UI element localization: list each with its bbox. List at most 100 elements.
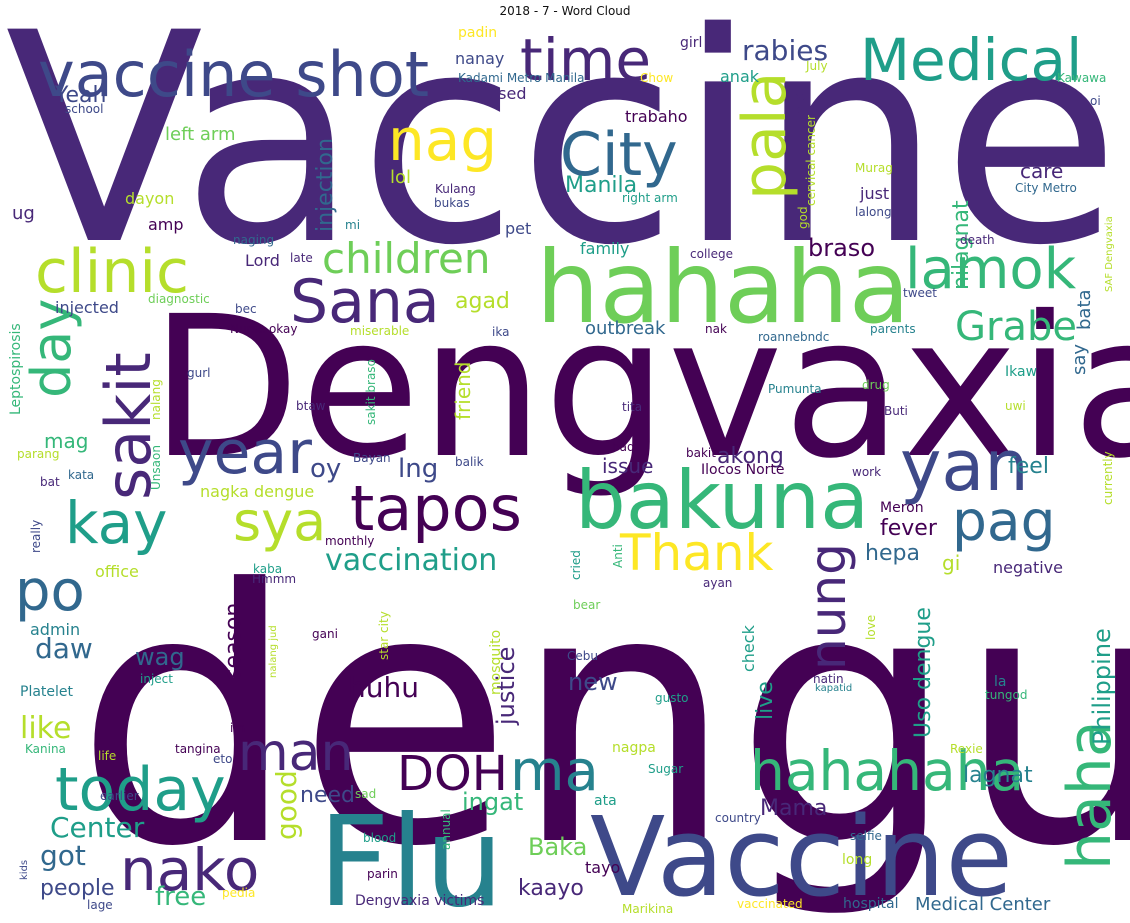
word-drug: drug	[862, 378, 890, 392]
word-city-metro: City Metro	[1015, 181, 1077, 195]
word-bukas: bukas	[434, 196, 470, 210]
word-lol: lol	[390, 167, 411, 188]
word-unsaon: Unsaon	[149, 445, 163, 490]
word-clinic: clinic	[35, 237, 189, 307]
word-dayon: dayon	[125, 189, 174, 208]
word-akong: akong	[717, 444, 784, 469]
word-sad: sad	[355, 787, 376, 801]
word-lalong: lalong	[855, 205, 892, 219]
word-buti: Buti	[884, 404, 908, 418]
word-oy: oy	[310, 454, 341, 484]
word-manila: Manila	[565, 173, 637, 198]
word-baka: Baka	[528, 833, 587, 861]
word-yeah: Yeah	[54, 83, 106, 108]
word-la: la	[994, 674, 1006, 690]
word-kata: kata	[68, 468, 94, 482]
word-pala: pala	[730, 72, 800, 200]
word-bear: bear	[573, 598, 600, 612]
word-day: day	[20, 299, 83, 398]
word-center: Center	[50, 811, 145, 844]
word-tangina: tangina	[175, 742, 221, 756]
word-gurl: gurl	[187, 366, 211, 380]
word-hmmm: Hmmm	[252, 572, 296, 586]
word-layer: VaccinedengueDengvaxiaVaccineFluhahahaba…	[5, 0, 1130, 923]
word-work: work	[852, 465, 881, 479]
word-cried: cried	[569, 550, 583, 580]
word-tita: tita	[622, 400, 642, 414]
word-nako: nako	[120, 836, 259, 904]
word-tayo: tayo	[585, 858, 620, 877]
word-vaccination: vaccination	[325, 543, 497, 578]
word-lng: lng	[398, 454, 438, 484]
word-dengvaxia-victims: Dengvaxia victims	[355, 893, 484, 909]
word-ikaw: Ikaw	[1005, 364, 1037, 380]
word-ika: ika	[492, 325, 509, 339]
word-used: used	[488, 84, 526, 103]
word-natin: natin	[813, 672, 844, 686]
word-nanay: nanay	[455, 49, 504, 68]
word-vaccine: Vaccine	[590, 793, 1013, 921]
word-care: care	[1020, 159, 1063, 183]
word-hahaha: hahaha	[536, 229, 910, 346]
word-vaccinated: vaccinated	[737, 897, 803, 911]
word-tapos: tapos	[350, 472, 522, 545]
word-rexie: Rexie	[950, 742, 983, 756]
word-college: college	[690, 247, 733, 261]
word-kaayo: kaayo	[518, 876, 584, 901]
word-kaba: kaba	[253, 562, 282, 576]
word-check: check	[739, 624, 758, 672]
word-kay: kay	[65, 489, 167, 557]
word-justice: justice	[492, 647, 520, 726]
word-haha: haha	[1055, 720, 1125, 870]
word-nagpa: nagpa	[612, 740, 656, 756]
word-country: country	[715, 811, 761, 825]
word-padin: padin	[458, 25, 497, 41]
word-lord: Lord	[245, 251, 280, 270]
word-hospital: hospital	[843, 896, 898, 912]
word-death: death	[960, 233, 995, 247]
word-uso-dengue: Uso dengue	[911, 607, 936, 738]
word-medical-center: Medical Center	[915, 894, 1051, 915]
word-bad: bad	[612, 440, 635, 454]
word-dengvaxia: Dengvaxia	[150, 274, 1130, 501]
word-po: po	[15, 559, 85, 624]
word-hepa: hepa	[865, 541, 920, 566]
word-free: free	[155, 882, 206, 912]
word-saf-dengvaxia: SAF Dengvaxia	[1104, 216, 1115, 292]
word-flu: Flu	[318, 790, 504, 923]
word-just: just	[859, 184, 889, 203]
word-cebu: Cebu	[567, 649, 598, 663]
word-family: family	[580, 239, 629, 258]
word-parin: parin	[367, 867, 398, 881]
word-naging: naging	[233, 233, 274, 247]
word-new: new	[568, 668, 618, 696]
word-pag: pag	[952, 489, 1056, 553]
word-vaccine-shot: vaccine shot	[38, 38, 429, 111]
word-gani: gani	[312, 627, 338, 641]
word-vaccine: Vaccine	[5, 0, 1120, 309]
word-chow: Chow	[640, 71, 673, 85]
word-star-city: star city	[377, 611, 391, 660]
word-ilocos-norte: Ilocos Norte	[701, 462, 785, 478]
word-bata: bata	[1074, 289, 1095, 330]
word-cervical-cancer: cervical cancer	[804, 115, 818, 206]
word-sya: sya	[233, 490, 326, 553]
word-parents: parents	[870, 322, 916, 336]
word-city: City	[560, 120, 678, 190]
word-amp: amp	[148, 215, 184, 234]
word-fever: fever	[880, 516, 938, 541]
word-season: season	[221, 603, 246, 680]
word-kids: kids	[19, 860, 30, 880]
word-diagnostic: diagnostic	[148, 292, 210, 306]
word-negative: negative	[993, 558, 1063, 577]
word-currently: currently	[1101, 451, 1115, 505]
word-kanina: Kanina	[25, 742, 66, 756]
word-huhu: huhu	[348, 671, 419, 704]
word-yan: yan	[900, 425, 1029, 507]
word-pedia: pedia	[222, 886, 255, 900]
word-anak: anak	[720, 67, 760, 86]
word-live: live	[753, 681, 778, 720]
word-really: really	[29, 520, 43, 553]
